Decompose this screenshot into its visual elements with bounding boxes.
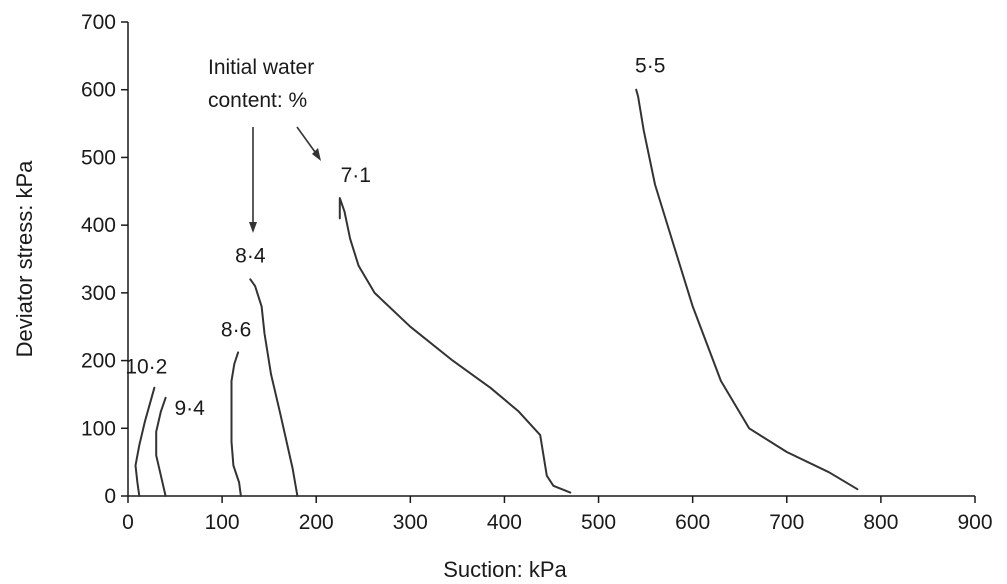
- y-tick-label: 500: [81, 146, 116, 169]
- y-tick-label: 200: [81, 350, 116, 373]
- y-tick-label: 100: [81, 417, 116, 440]
- y-tick-label: 600: [81, 79, 116, 102]
- series-line-86: [230, 351, 242, 497]
- annotation-arrowhead-1: [249, 222, 257, 233]
- ticks: 0 100 200 300 400 500 600 700 800 900 0 100 200 300 40…: [81, 11, 993, 534]
- series-line-94: [155, 396, 167, 497]
- x-tick-label: 0: [122, 511, 134, 534]
- annotation-arrow-2: [296, 126, 316, 153]
- annotation-line-1: Initial water: [208, 56, 314, 79]
- series-label-94: 9·4: [174, 397, 205, 420]
- series-label-71: 7·1: [341, 164, 371, 187]
- y-tick-label: 300: [81, 282, 116, 305]
- series-label-84: 8·4: [235, 244, 266, 267]
- series-line-102: [134, 386, 156, 497]
- series-label-102: 10·2: [125, 356, 167, 379]
- y-tick-label: 700: [81, 11, 116, 34]
- series-labels: 10·2 9·4 8·6 8·4 7·1 5·5: [125, 55, 665, 420]
- x-tick-label: 500: [581, 511, 616, 534]
- series-label-55: 5·5: [635, 55, 665, 78]
- x-axis-title: Suction: kPa: [443, 557, 567, 582]
- annotation-initial-water-content: Initial water content: %: [208, 56, 321, 233]
- axes: [127, 22, 975, 497]
- series-line-55: [635, 88, 859, 491]
- y-tick-label: 400: [81, 214, 116, 237]
- x-tick-label: 800: [863, 511, 898, 534]
- x-tick-label: 700: [769, 511, 804, 534]
- x-tick-label: 600: [675, 511, 710, 534]
- y-axis-title: Deviator stress: kPa: [12, 160, 37, 358]
- x-tick-label: 900: [957, 511, 992, 534]
- x-tick-label: 300: [393, 511, 428, 534]
- series-lines: [134, 88, 859, 497]
- x-tick-label: 400: [487, 511, 522, 534]
- x-tick-label: 100: [205, 511, 240, 534]
- series-label-86: 8·6: [221, 318, 251, 341]
- annotation-arrowhead-2: [312, 148, 321, 161]
- annotation-line-2: content: %: [208, 89, 307, 112]
- series-line-71: [338, 197, 572, 494]
- y-tick-label: 0: [104, 485, 116, 508]
- x-tick-label: 200: [299, 511, 334, 534]
- series-line-84: [249, 278, 299, 497]
